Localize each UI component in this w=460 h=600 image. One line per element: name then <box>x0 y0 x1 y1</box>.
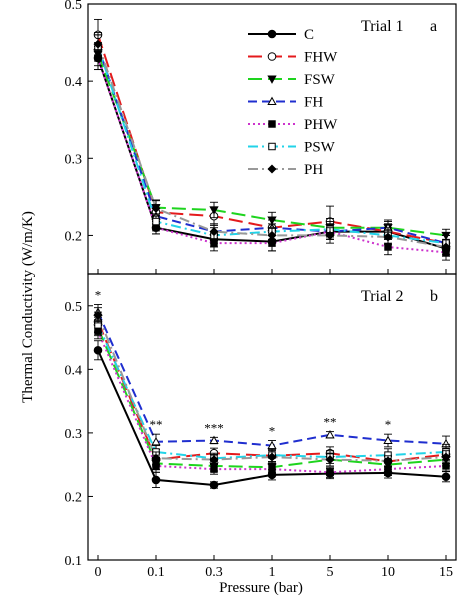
data-point-a-PH-2 <box>209 227 219 237</box>
legend-marker-PHW <box>268 120 276 128</box>
x-axis: 0 0.1 0.3 1 5 10 15 <box>95 565 454 580</box>
data-point-b-PHW-3 <box>268 465 276 473</box>
significance-b-4: ** <box>324 415 337 430</box>
x-tick-label-5: 10 <box>381 565 395 580</box>
data-point-b-PH-2 <box>209 455 219 465</box>
legend-label-PH: PH <box>304 162 323 178</box>
data-point-b-PH-3 <box>267 452 277 462</box>
y-tick-label-a-2: 0.4 <box>65 75 83 90</box>
x-tick-label-0: 0 <box>95 565 102 580</box>
panel-a-letter: a <box>430 18 437 35</box>
data-point-b-FH-2 <box>209 435 219 445</box>
significance-b-3: * <box>269 424 276 439</box>
panel-b-frame <box>87 273 457 561</box>
data-point-b-PH-6 <box>441 452 451 462</box>
data-point-a-PH-4 <box>325 230 335 240</box>
legend-label-PSW: PSW <box>304 140 336 156</box>
legend-marker-FSW <box>267 75 277 84</box>
y-axis-title: Thermal Conductivity (W/m/K) <box>20 211 36 403</box>
x-tick-label-4: 5 <box>327 565 334 580</box>
data-point-a-FSW-2 <box>209 206 219 215</box>
data-point-b-PH-4 <box>325 455 335 465</box>
legend-marker-PH <box>267 164 277 174</box>
y-tick-label-b-0: 0.1 <box>65 554 83 569</box>
legend: C FHW FSW FH PHW PSW PH <box>248 27 338 178</box>
y-tick-label-a-0: 0.2 <box>65 229 83 244</box>
significance-b-0: * <box>95 288 102 303</box>
data-point-b-PH-5 <box>383 456 393 466</box>
significance-b-2: *** <box>204 420 224 435</box>
data-point-a-PH-5 <box>383 232 393 242</box>
legend-marker-FH <box>267 96 277 106</box>
legend-label-PHW: PHW <box>304 117 338 133</box>
data-point-a-PH-1 <box>151 203 161 213</box>
data-point-b-PH-0 <box>93 310 103 320</box>
data-point-b-C-6 <box>441 472 451 482</box>
data-point-b-PH-1 <box>151 453 161 463</box>
legend-label-C: C <box>304 27 314 43</box>
data-point-a-PH-3 <box>267 230 277 240</box>
significance-b-5: * <box>385 417 392 432</box>
data-point-a-PH-6 <box>441 242 451 252</box>
x-tick-label-1: 0.1 <box>147 565 165 580</box>
significance-b-1: ** <box>150 417 163 432</box>
x-tick-label-3: 1 <box>269 565 276 580</box>
panel-b-letter: b <box>430 288 438 305</box>
x-tick-label-6: 15 <box>439 565 453 580</box>
data-point-b-PHW-2 <box>210 465 218 473</box>
data-point-b-C-2 <box>209 480 219 490</box>
y-tick-label-b-4: 0.5 <box>65 300 83 315</box>
y-tick-label-a-1: 0.3 <box>65 152 83 167</box>
data-point-b-FH-1 <box>151 436 161 446</box>
legend-marker-PSW <box>268 142 276 151</box>
data-point-b-PHW-4 <box>326 468 334 477</box>
data-point-b-FH-5 <box>383 435 393 445</box>
x-axis-title: Pressure (bar) <box>219 580 303 596</box>
data-point-b-C-0 <box>93 345 103 355</box>
legend-marker-FHW <box>267 52 277 61</box>
legend-label-FH: FH <box>304 95 323 111</box>
legend-label-FHW: FHW <box>304 50 338 66</box>
x-tick-label-2: 0.3 <box>205 565 223 580</box>
data-point-a-PSW-1 <box>152 217 160 226</box>
data-point-b-C-1 <box>151 475 161 485</box>
legend-marker-C <box>267 29 277 39</box>
panel-b-title: Trial 2 <box>361 288 404 305</box>
y-tick-label-b-2: 0.3 <box>65 427 83 442</box>
data-point-a-PH-0 <box>93 39 103 49</box>
panel-a-title: Trial 1 <box>361 18 404 35</box>
legend-label-FSW: FSW <box>304 72 336 88</box>
y-tick-label-b-1: 0.2 <box>65 490 83 505</box>
panel-a: 0.2 0.3 0.4 0.5 Trial 1 a <box>65 0 457 275</box>
data-point-b-PHW-5 <box>384 465 392 473</box>
y-tick-label-b-3: 0.4 <box>65 363 83 378</box>
data-point-b-FH-4 <box>325 429 335 439</box>
y-tick-label-a-3: 0.5 <box>65 0 83 13</box>
